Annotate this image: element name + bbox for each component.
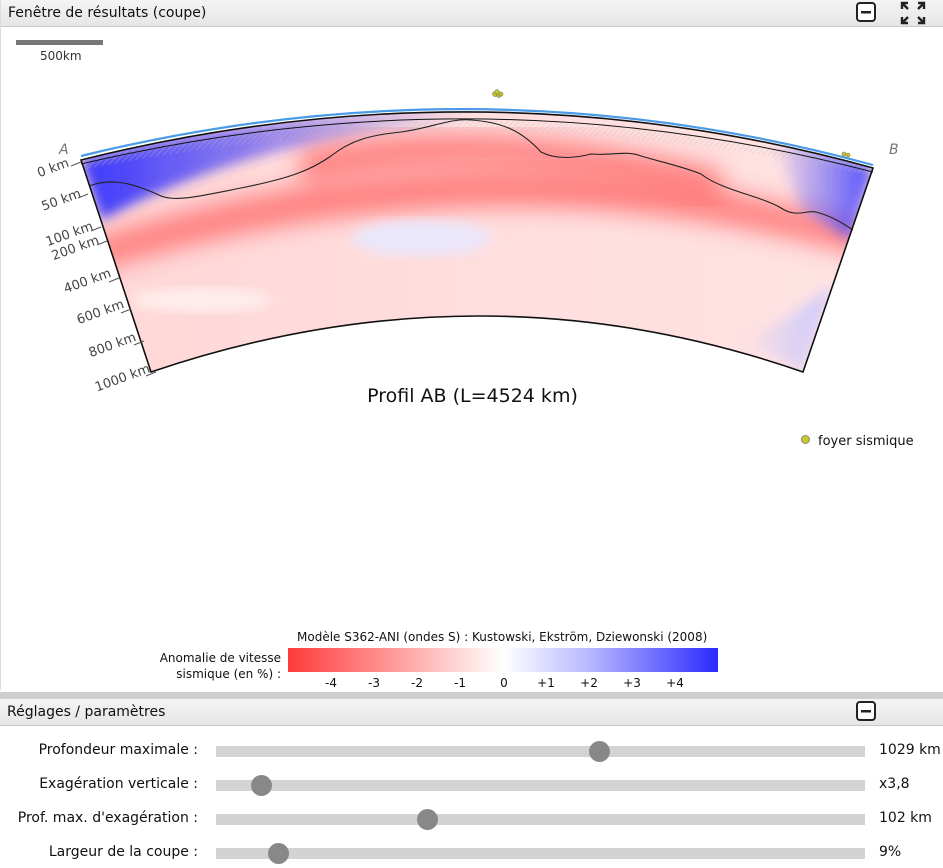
colorbar-ticks: -4 -3 -2 -1 0 +1 +2 +3 +4 bbox=[288, 676, 718, 692]
colorbar-tick: -1 bbox=[454, 676, 466, 690]
legend: foyer sismique bbox=[801, 434, 914, 449]
slider-label: Prof. max. d'exagération : bbox=[17, 810, 198, 826]
colorbar-tick: +2 bbox=[580, 676, 598, 690]
results-panel-title: Fenêtre de résultats (coupe) bbox=[8, 5, 207, 21]
slider-knob[interactable] bbox=[416, 809, 438, 830]
slider-value: 9% bbox=[879, 844, 902, 860]
colorbar-tick: -2 bbox=[411, 676, 423, 690]
quake-dot-icon bbox=[801, 435, 810, 444]
slider-knob[interactable] bbox=[588, 741, 610, 762]
surface-line bbox=[80, 108, 874, 167]
colorbar-label-line2: sismique (en %) : bbox=[176, 667, 281, 681]
slider-row-vertical-exaggeration: Exagération verticale : x3,8 bbox=[0, 770, 943, 800]
minimize-icon[interactable] bbox=[856, 2, 876, 22]
slider-label: Profondeur maximale : bbox=[38, 742, 198, 758]
settings-panel-title: Réglages / paramètres bbox=[7, 704, 166, 720]
slider-label: Exagération verticale : bbox=[39, 776, 198, 792]
colorbar-tick: +3 bbox=[623, 676, 641, 690]
slider-value: 102 km bbox=[879, 810, 932, 826]
section-outline bbox=[79, 111, 875, 374]
scale-bar bbox=[16, 40, 103, 45]
results-panel: Fenêtre de résultats (coupe) 500km bbox=[0, 0, 943, 690]
colorbar-label-line1: Anomalie de vitesse bbox=[159, 651, 281, 665]
panel-divider[interactable] bbox=[0, 692, 943, 699]
max-depth-slider[interactable] bbox=[216, 741, 865, 762]
colorbar-tick: +1 bbox=[537, 676, 555, 690]
minimize-icon[interactable] bbox=[856, 701, 876, 721]
model-caption: Modèle S362-ANI (ondes S) : Kustowski, E… bbox=[297, 630, 708, 644]
moho-line bbox=[88, 119, 854, 231]
slider-value: 1029 km bbox=[879, 742, 941, 758]
colorbar bbox=[288, 648, 718, 672]
settings-panel-header: Réglages / paramètres bbox=[0, 699, 943, 726]
colorbar-label: Anomalie de vitesse sismique (en %) : bbox=[141, 650, 281, 682]
slider-knob[interactable] bbox=[251, 775, 273, 796]
slider-value: x3,8 bbox=[879, 776, 910, 792]
slider-row-max-depth: Profondeur maximale : 1029 km bbox=[0, 736, 943, 766]
colorbar-tick: +4 bbox=[666, 676, 684, 690]
legend-label: foyer sismique bbox=[818, 434, 914, 449]
slider-row-exaggeration-depth: Prof. max. d'exagération : 102 km bbox=[0, 804, 943, 834]
colorbar-tick: 0 bbox=[500, 676, 508, 690]
section-width-slider[interactable] bbox=[216, 843, 865, 864]
earthquake-foci bbox=[492, 89, 851, 158]
cross-section bbox=[70, 89, 875, 377]
fullscreen-icon[interactable] bbox=[900, 1, 926, 25]
results-panel-header: Fenêtre de résultats (coupe) bbox=[1, 0, 943, 27]
slider-knob[interactable] bbox=[267, 843, 289, 864]
slider-row-section-width: Largeur de la coupe : 9% bbox=[0, 838, 943, 868]
colorbar-tick: -4 bbox=[325, 676, 337, 690]
scale-label: 500km bbox=[40, 49, 82, 63]
slider-label: Largeur de la coupe : bbox=[48, 844, 198, 860]
exaggeration-depth-slider[interactable] bbox=[216, 809, 865, 830]
vertical-exaggeration-slider[interactable] bbox=[216, 775, 865, 796]
colorbar-tick: -3 bbox=[368, 676, 380, 690]
profile-title: Profil AB (L=4524 km) bbox=[367, 385, 578, 407]
